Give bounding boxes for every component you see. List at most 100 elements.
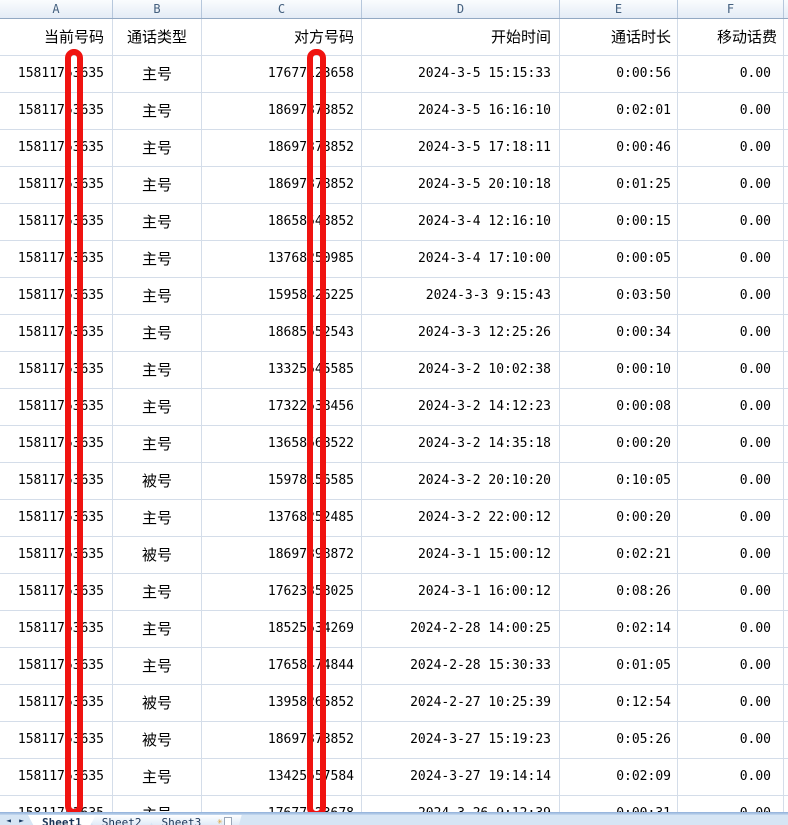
cell-fee-row9[interactable]: 0.00 [678, 352, 784, 389]
header-cell-other_number[interactable]: 对方号码 [202, 19, 362, 56]
cell-start_time-row16[interactable]: 2024-2-28 14:00:25 [362, 611, 560, 648]
cell-fee-row14[interactable]: 0.00 [678, 537, 784, 574]
cell-current_number-row1[interactable]: 15811753635 [0, 56, 113, 93]
column-letter-B[interactable]: B [113, 0, 202, 18]
cell-other_number-row10[interactable]: 17322538456 [202, 389, 362, 426]
cell-other_number-row14[interactable]: 18697398872 [202, 537, 362, 574]
cell-call_type-row19[interactable]: 被号 [113, 722, 202, 759]
cell-current_number-row20[interactable]: 15811753635 [0, 759, 113, 796]
cell-fee-row4[interactable]: 0.00 [678, 167, 784, 204]
cell-other_number-row20[interactable]: 13425557584 [202, 759, 362, 796]
column-letter-D[interactable]: D [362, 0, 560, 18]
cell-current_number-row15[interactable]: 15811753635 [0, 574, 113, 611]
cell-fee-row16[interactable]: 0.00 [678, 611, 784, 648]
cell-duration-row14[interactable]: 0:02:21 [560, 537, 678, 574]
cell-other_number-row6[interactable]: 13768250985 [202, 241, 362, 278]
header-cell-start_time[interactable]: 开始时间 [362, 19, 560, 56]
cell-other_number-row11[interactable]: 13658568522 [202, 426, 362, 463]
insert-worksheet-tab[interactable]: ✳ [207, 815, 242, 825]
cell-call_type-row9[interactable]: 主号 [113, 352, 202, 389]
cell-current_number-row9[interactable]: 15811753635 [0, 352, 113, 389]
cell-other_number-row3[interactable]: 18697378852 [202, 130, 362, 167]
header-cell-call_type[interactable]: 通话类型 [113, 19, 202, 56]
cell-start_time-row10[interactable]: 2024-3-2 14:12:23 [362, 389, 560, 426]
cell-current_number-row16[interactable]: 15811753635 [0, 611, 113, 648]
cell-call_type-row2[interactable]: 主号 [113, 93, 202, 130]
cell-start_time-row17[interactable]: 2024-2-28 15:30:33 [362, 648, 560, 685]
cell-other_number-row12[interactable]: 15978156585 [202, 463, 362, 500]
cell-current_number-row7[interactable]: 15811753635 [0, 278, 113, 315]
cell-call_type-row14[interactable]: 被号 [113, 537, 202, 574]
cell-start_time-row4[interactable]: 2024-3-5 20:10:18 [362, 167, 560, 204]
cell-fee-row6[interactable]: 0.00 [678, 241, 784, 278]
cell-call_type-row10[interactable]: 主号 [113, 389, 202, 426]
cell-current_number-row6[interactable]: 15811753635 [0, 241, 113, 278]
cell-start_time-row8[interactable]: 2024-3-3 12:25:26 [362, 315, 560, 352]
cell-other_number-row9[interactable]: 13325545585 [202, 352, 362, 389]
cell-duration-row6[interactable]: 0:00:05 [560, 241, 678, 278]
cell-other_number-row17[interactable]: 17658474844 [202, 648, 362, 685]
cell-other_number-row13[interactable]: 13768252485 [202, 500, 362, 537]
cell-current_number-row4[interactable]: 15811753635 [0, 167, 113, 204]
column-letter-A[interactable]: A [0, 0, 113, 18]
cell-other_number-row18[interactable]: 13958265852 [202, 685, 362, 722]
cell-fee-row17[interactable]: 0.00 [678, 648, 784, 685]
cell-call_type-row16[interactable]: 主号 [113, 611, 202, 648]
cell-fee-row12[interactable]: 0.00 [678, 463, 784, 500]
cell-current_number-row2[interactable]: 15811753635 [0, 93, 113, 130]
cell-call_type-row15[interactable]: 主号 [113, 574, 202, 611]
cell-fee-row8[interactable]: 0.00 [678, 315, 784, 352]
cell-call_type-row7[interactable]: 主号 [113, 278, 202, 315]
cell-current_number-row5[interactable]: 15811753635 [0, 204, 113, 241]
cell-start_time-row7[interactable]: 2024-3-3 9:15:43 [362, 278, 560, 315]
cell-start_time-row19[interactable]: 2024-3-27 15:19:23 [362, 722, 560, 759]
cell-call_type-row17[interactable]: 主号 [113, 648, 202, 685]
cell-other_number-row15[interactable]: 17623358025 [202, 574, 362, 611]
cell-duration-row8[interactable]: 0:00:34 [560, 315, 678, 352]
cell-current_number-row12[interactable]: 15811753635 [0, 463, 113, 500]
cell-fee-row1[interactable]: 0.00 [678, 56, 784, 93]
cell-other_number-row4[interactable]: 18697378852 [202, 167, 362, 204]
cell-start_time-row14[interactable]: 2024-3-1 15:00:12 [362, 537, 560, 574]
cell-duration-row11[interactable]: 0:00:20 [560, 426, 678, 463]
cell-call_type-row3[interactable]: 主号 [113, 130, 202, 167]
sheet-tab-sheet3[interactable]: Sheet3 [147, 815, 216, 825]
cell-call_type-row18[interactable]: 被号 [113, 685, 202, 722]
header-cell-fee[interactable]: 移动话费 [678, 19, 784, 56]
cell-current_number-row17[interactable]: 15811753635 [0, 648, 113, 685]
cell-duration-row19[interactable]: 0:05:26 [560, 722, 678, 759]
cell-fee-row13[interactable]: 0.00 [678, 500, 784, 537]
cell-fee-row20[interactable]: 0.00 [678, 759, 784, 796]
cell-current_number-row10[interactable]: 15811753635 [0, 389, 113, 426]
cell-duration-row2[interactable]: 0:02:01 [560, 93, 678, 130]
cell-current_number-row3[interactable]: 15811753635 [0, 130, 113, 167]
cell-start_time-row15[interactable]: 2024-3-1 16:00:12 [362, 574, 560, 611]
header-cell-current_number[interactable]: 当前号码 [0, 19, 113, 56]
cell-call_type-row6[interactable]: 主号 [113, 241, 202, 278]
tab-nav-next-icon[interactable]: ► [19, 816, 24, 825]
cell-duration-row9[interactable]: 0:00:10 [560, 352, 678, 389]
sheet-tab-sheet2[interactable]: Sheet2 [87, 815, 156, 825]
cell-current_number-row19[interactable]: 15811753635 [0, 722, 113, 759]
cell-call_type-row4[interactable]: 主号 [113, 167, 202, 204]
cell-other_number-row8[interactable]: 18685552543 [202, 315, 362, 352]
cell-other_number-row2[interactable]: 18697378852 [202, 93, 362, 130]
cell-other_number-row16[interactable]: 18525534269 [202, 611, 362, 648]
cell-current_number-row18[interactable]: 15811753635 [0, 685, 113, 722]
column-letter-E[interactable]: E [560, 0, 678, 18]
cell-fee-row18[interactable]: 0.00 [678, 685, 784, 722]
cell-current_number-row11[interactable]: 15811753635 [0, 426, 113, 463]
cell-duration-row4[interactable]: 0:01:25 [560, 167, 678, 204]
sheet-tab-sheet1[interactable]: Sheet1 [28, 815, 96, 825]
cell-call_type-row11[interactable]: 主号 [113, 426, 202, 463]
cell-duration-row16[interactable]: 0:02:14 [560, 611, 678, 648]
cell-fee-row7[interactable]: 0.00 [678, 278, 784, 315]
cell-start_time-row3[interactable]: 2024-3-5 17:18:11 [362, 130, 560, 167]
cell-other_number-row19[interactable]: 18697378852 [202, 722, 362, 759]
cell-duration-row20[interactable]: 0:02:09 [560, 759, 678, 796]
cell-duration-row17[interactable]: 0:01:05 [560, 648, 678, 685]
cell-start_time-row9[interactable]: 2024-3-2 10:02:38 [362, 352, 560, 389]
cell-start_time-row12[interactable]: 2024-3-2 20:10:20 [362, 463, 560, 500]
header-cell-duration[interactable]: 通话时长 [560, 19, 678, 56]
cell-call_type-row12[interactable]: 被号 [113, 463, 202, 500]
